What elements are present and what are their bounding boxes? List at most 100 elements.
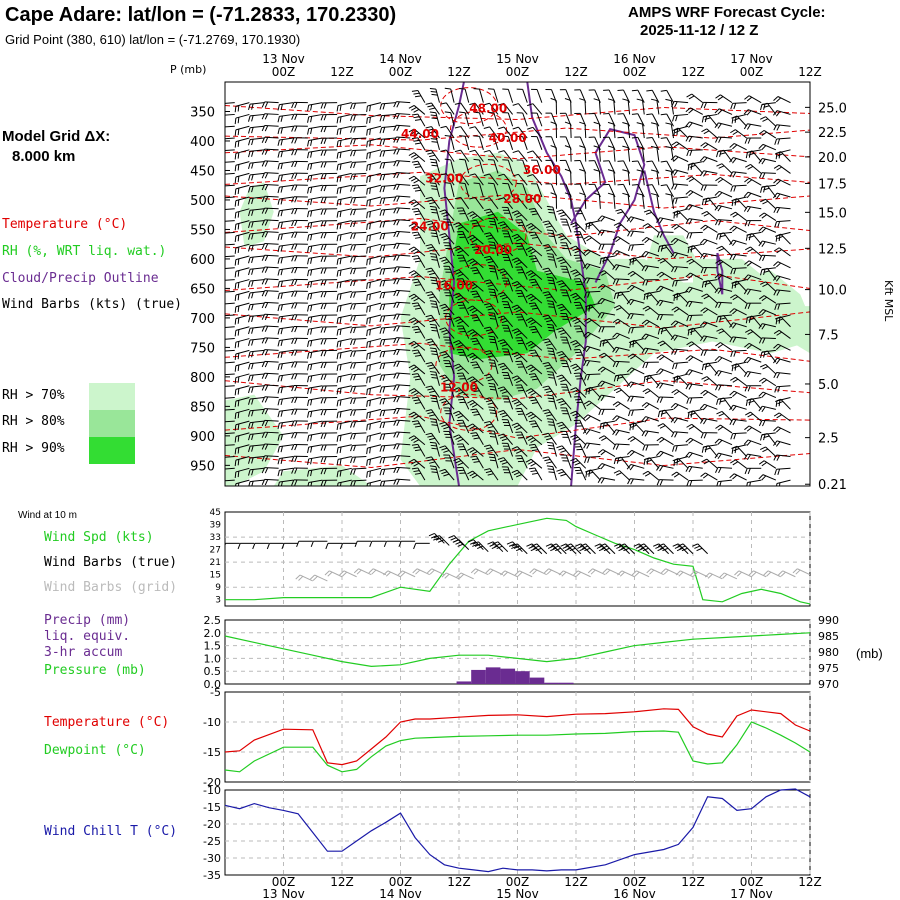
wind-barb [503, 268, 514, 280]
wind-barb [396, 372, 411, 375]
wind-barb [264, 478, 279, 481]
wind-barb [396, 313, 411, 316]
temperature-contour [225, 342, 810, 362]
wind-barb [776, 220, 791, 223]
wind-barb-feather [339, 328, 342, 336]
wind-barb [623, 113, 631, 127]
wind-barb [225, 349, 235, 352]
wind-barb-feather [411, 278, 418, 281]
wind-barb [489, 102, 499, 115]
wind-barb-feather [234, 294, 237, 302]
wind-barb-feather [488, 430, 495, 432]
wind-barb-feather [758, 391, 764, 397]
wind-barb-feather [644, 472, 651, 477]
wind-barb-feather [544, 568, 550, 574]
wind-barb [615, 264, 630, 269]
wind-barb-feather [339, 470, 342, 477]
wind-barb-feather [369, 341, 371, 348]
wind-barb-feather [719, 152, 726, 155]
top-hour-label: 12Z [798, 65, 822, 79]
wind-barb [590, 304, 601, 316]
wind-barb-feather [556, 398, 563, 402]
wind-barb-feather [379, 257, 383, 264]
wind-barb-feather [414, 166, 422, 169]
wind-barb-feather [485, 399, 492, 403]
wind-barb-feather [307, 340, 310, 347]
wind-barb-feather [506, 541, 513, 545]
wind-barb-feather [467, 211, 473, 215]
wind-barb-feather [761, 310, 767, 316]
wind-barb-feather [530, 234, 537, 237]
wind-barb-feather [441, 376, 448, 380]
wind-barb [264, 125, 279, 127]
wind-barb [493, 313, 499, 327]
wind-barb [634, 339, 645, 351]
wind-barb-feather [248, 292, 251, 299]
wind-barb-feather [744, 95, 750, 100]
wind-barb-feather [280, 422, 283, 429]
wind-barb-feather [280, 222, 283, 229]
bottom-hour-label: 00Z [740, 875, 764, 889]
wind-barb-feather [693, 571, 699, 577]
wind-barb-feather [612, 250, 618, 256]
wind-barb-feather [467, 281, 473, 286]
wind-barb [431, 338, 440, 351]
wind-barb-feather [488, 217, 495, 220]
wind-barb [530, 388, 543, 398]
wind-barb-feather [441, 400, 448, 404]
wind-barb [413, 388, 426, 398]
wind-barb [250, 267, 265, 270]
wind-barb-feather [585, 469, 592, 473]
wind-barb [586, 456, 601, 458]
wind-barb-feather [732, 296, 739, 301]
wind-barb [250, 420, 265, 424]
wind-barb-feather [237, 400, 240, 407]
wind-barb-feather [320, 291, 324, 298]
wind-barb-feather [339, 305, 342, 312]
wind-barb-feather [685, 272, 691, 278]
wind-barb [507, 136, 514, 150]
wind-barb [337, 255, 352, 260]
wind-barb-feather [511, 210, 518, 214]
wind-barb-feather [795, 569, 801, 575]
wind-barb-feather [615, 237, 621, 243]
wind-barb [250, 125, 265, 129]
wind-barb-feather [467, 329, 473, 333]
wind-barb [381, 397, 396, 400]
temperature-contour [225, 242, 810, 260]
wind-barb-feather [469, 283, 476, 288]
wind-barb-feather [248, 269, 251, 276]
wind-barb-feather [670, 155, 676, 161]
wind-barb [705, 142, 718, 151]
wind-barb [601, 297, 616, 304]
wind-barb-feather [339, 543, 344, 550]
wind-barb-feather [430, 114, 437, 117]
wind-barb-feather [714, 108, 720, 114]
wind-barb-feather [773, 426, 779, 432]
wind-barb-feather [630, 231, 634, 237]
wind-barb-feather [558, 282, 565, 286]
wind-barb-feather [734, 570, 740, 576]
wind-barb [623, 184, 631, 198]
wind-barb-feather [448, 535, 455, 539]
wind-barb-feather [431, 259, 438, 261]
wind-barb-feather [443, 379, 450, 383]
wind-barb-feather [261, 219, 266, 226]
wind-barb-feather [731, 363, 738, 367]
wind-barb-feather [544, 340, 551, 344]
wind-barb [337, 456, 352, 460]
wind-barb-feather [731, 282, 734, 289]
height-tick-label: 2.5 [818, 432, 839, 447]
wind-barb-feather [622, 122, 629, 125]
wind-barb-feather [379, 434, 383, 441]
wind-barb-feather [516, 238, 522, 242]
wind-barb-feather [665, 98, 672, 102]
wind-barb-feather [600, 464, 606, 470]
wind-barb-feather [471, 316, 478, 319]
wind-barb-feather [732, 158, 737, 164]
wind-barb-feather [296, 541, 300, 548]
wind-barb-feather [645, 459, 652, 463]
wind-barb [381, 279, 396, 282]
wind-barb-feather [248, 351, 251, 358]
wind-barb [522, 89, 528, 103]
